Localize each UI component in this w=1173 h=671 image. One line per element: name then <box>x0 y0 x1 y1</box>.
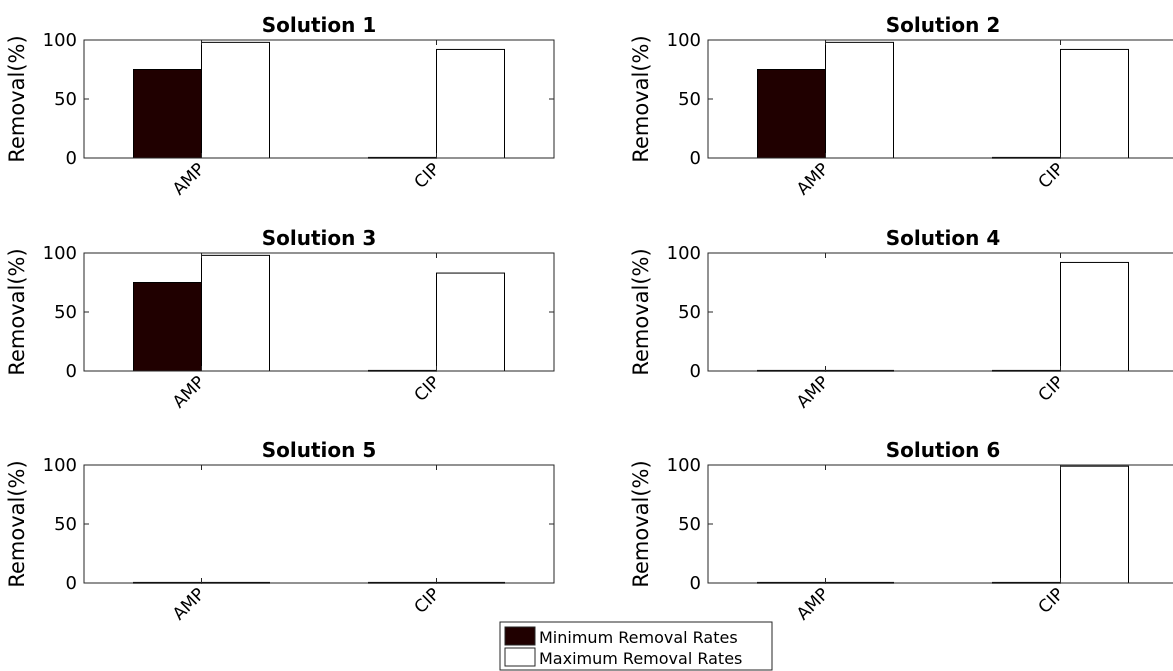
x-tick-label-cip: CIP <box>1035 584 1068 617</box>
bar-maximum-cip <box>436 272 505 372</box>
y-tick-label: 100 <box>43 455 77 476</box>
x-tick-label-cip: CIP <box>411 584 444 617</box>
bar-minimum-amp <box>133 282 202 372</box>
y-axis-label: Removal(%) <box>5 248 29 375</box>
x-tick-label-cip: CIP <box>411 372 444 405</box>
y-tick-label: 100 <box>43 243 77 264</box>
panel-title: Solution 3 <box>262 226 377 250</box>
panel-title: Solution 4 <box>886 226 1001 250</box>
y-tick-label: 50 <box>678 302 701 323</box>
y-axis-label: Removal(%) <box>5 35 29 162</box>
y-tick-label: 50 <box>54 302 77 323</box>
legend-box <box>499 621 773 671</box>
x-tick-label-amp: AMP <box>169 372 209 412</box>
y-tick-label: 0 <box>66 573 77 594</box>
panel-title: Solution 1 <box>262 13 377 37</box>
x-tick-label-amp: AMP <box>169 584 209 624</box>
x-tick-label-cip: CIP <box>411 159 444 192</box>
chart-panel-6: 0 50 100 AMP CIP Solution 6 Removal(%) <box>629 438 1173 624</box>
panel-title: Solution 5 <box>262 438 377 462</box>
chart-panel-4: 0 50 100 AMP CIP Solution 4 Removal(%) <box>629 226 1173 412</box>
x-tick-label-amp: AMP <box>793 584 833 624</box>
legend-swatch-maximum <box>504 647 536 667</box>
bar-maximum-amp <box>201 41 270 159</box>
y-tick-label: 50 <box>54 514 77 535</box>
y-tick-label: 0 <box>690 148 701 169</box>
bar-maximum-cip <box>1060 465 1129 584</box>
x-tick-label-amp: AMP <box>793 372 833 412</box>
legend-label-minimum: Minimum Removal Rates <box>539 628 738 647</box>
y-axis-label: Removal(%) <box>629 35 653 162</box>
y-tick-label: 50 <box>54 89 77 110</box>
panel-title: Solution 2 <box>886 13 1001 37</box>
bar-maximum-amp <box>825 41 894 159</box>
y-tick-label: 50 <box>678 89 701 110</box>
legend-label-maximum: Maximum Removal Rates <box>539 649 742 668</box>
x-tick-label-amp: AMP <box>169 159 209 199</box>
y-tick-label: 100 <box>667 455 701 476</box>
legend-swatch-minimum <box>504 626 536 646</box>
y-tick-label: 0 <box>690 361 701 382</box>
x-tick-label-cip: CIP <box>1035 372 1068 405</box>
bar-maximum-cip <box>436 48 505 159</box>
chart-panel-2: 0 50 100 AMP CIP Solution 2 Removal(%) <box>629 13 1173 199</box>
bar-minimum-amp <box>757 69 826 159</box>
chart-panel-1: 0 50 100 AMP CIP Solution 1 Removal(%) <box>5 13 555 199</box>
y-tick-label: 50 <box>678 514 701 535</box>
chart-panels: 0 50 100 AMP CIP Solution 1 Removal(%) 0 50 100 AM… <box>5 13 1173 624</box>
y-axis-label: Removal(%) <box>629 460 653 587</box>
y-tick-label: 0 <box>66 361 77 382</box>
chart-panel-3: 0 50 100 AMP CIP Solution 3 Removal(%) <box>5 226 555 412</box>
bar-maximum-cip <box>1060 261 1129 372</box>
y-tick-label: 100 <box>667 30 701 51</box>
x-tick-label-cip: CIP <box>1035 159 1068 192</box>
bar-minimum-amp <box>133 69 202 159</box>
axes-box <box>83 464 555 584</box>
bar-maximum-cip <box>1060 48 1129 159</box>
bar-maximum-amp <box>201 254 270 372</box>
y-tick-label: 100 <box>667 243 701 264</box>
y-tick-label: 0 <box>66 148 77 169</box>
chart-panel-5: 0 50 100 AMP CIP Solution 5 Removal(%) <box>5 438 555 624</box>
y-axis-label: Removal(%) <box>5 460 29 587</box>
y-tick-label: 100 <box>43 30 77 51</box>
legend: Minimum Removal Rates Maximum Removal Ra… <box>499 621 773 671</box>
x-tick-label-amp: AMP <box>793 159 833 199</box>
panel-title: Solution 6 <box>886 438 1001 462</box>
y-axis-label: Removal(%) <box>629 248 653 375</box>
y-tick-label: 0 <box>690 573 701 594</box>
